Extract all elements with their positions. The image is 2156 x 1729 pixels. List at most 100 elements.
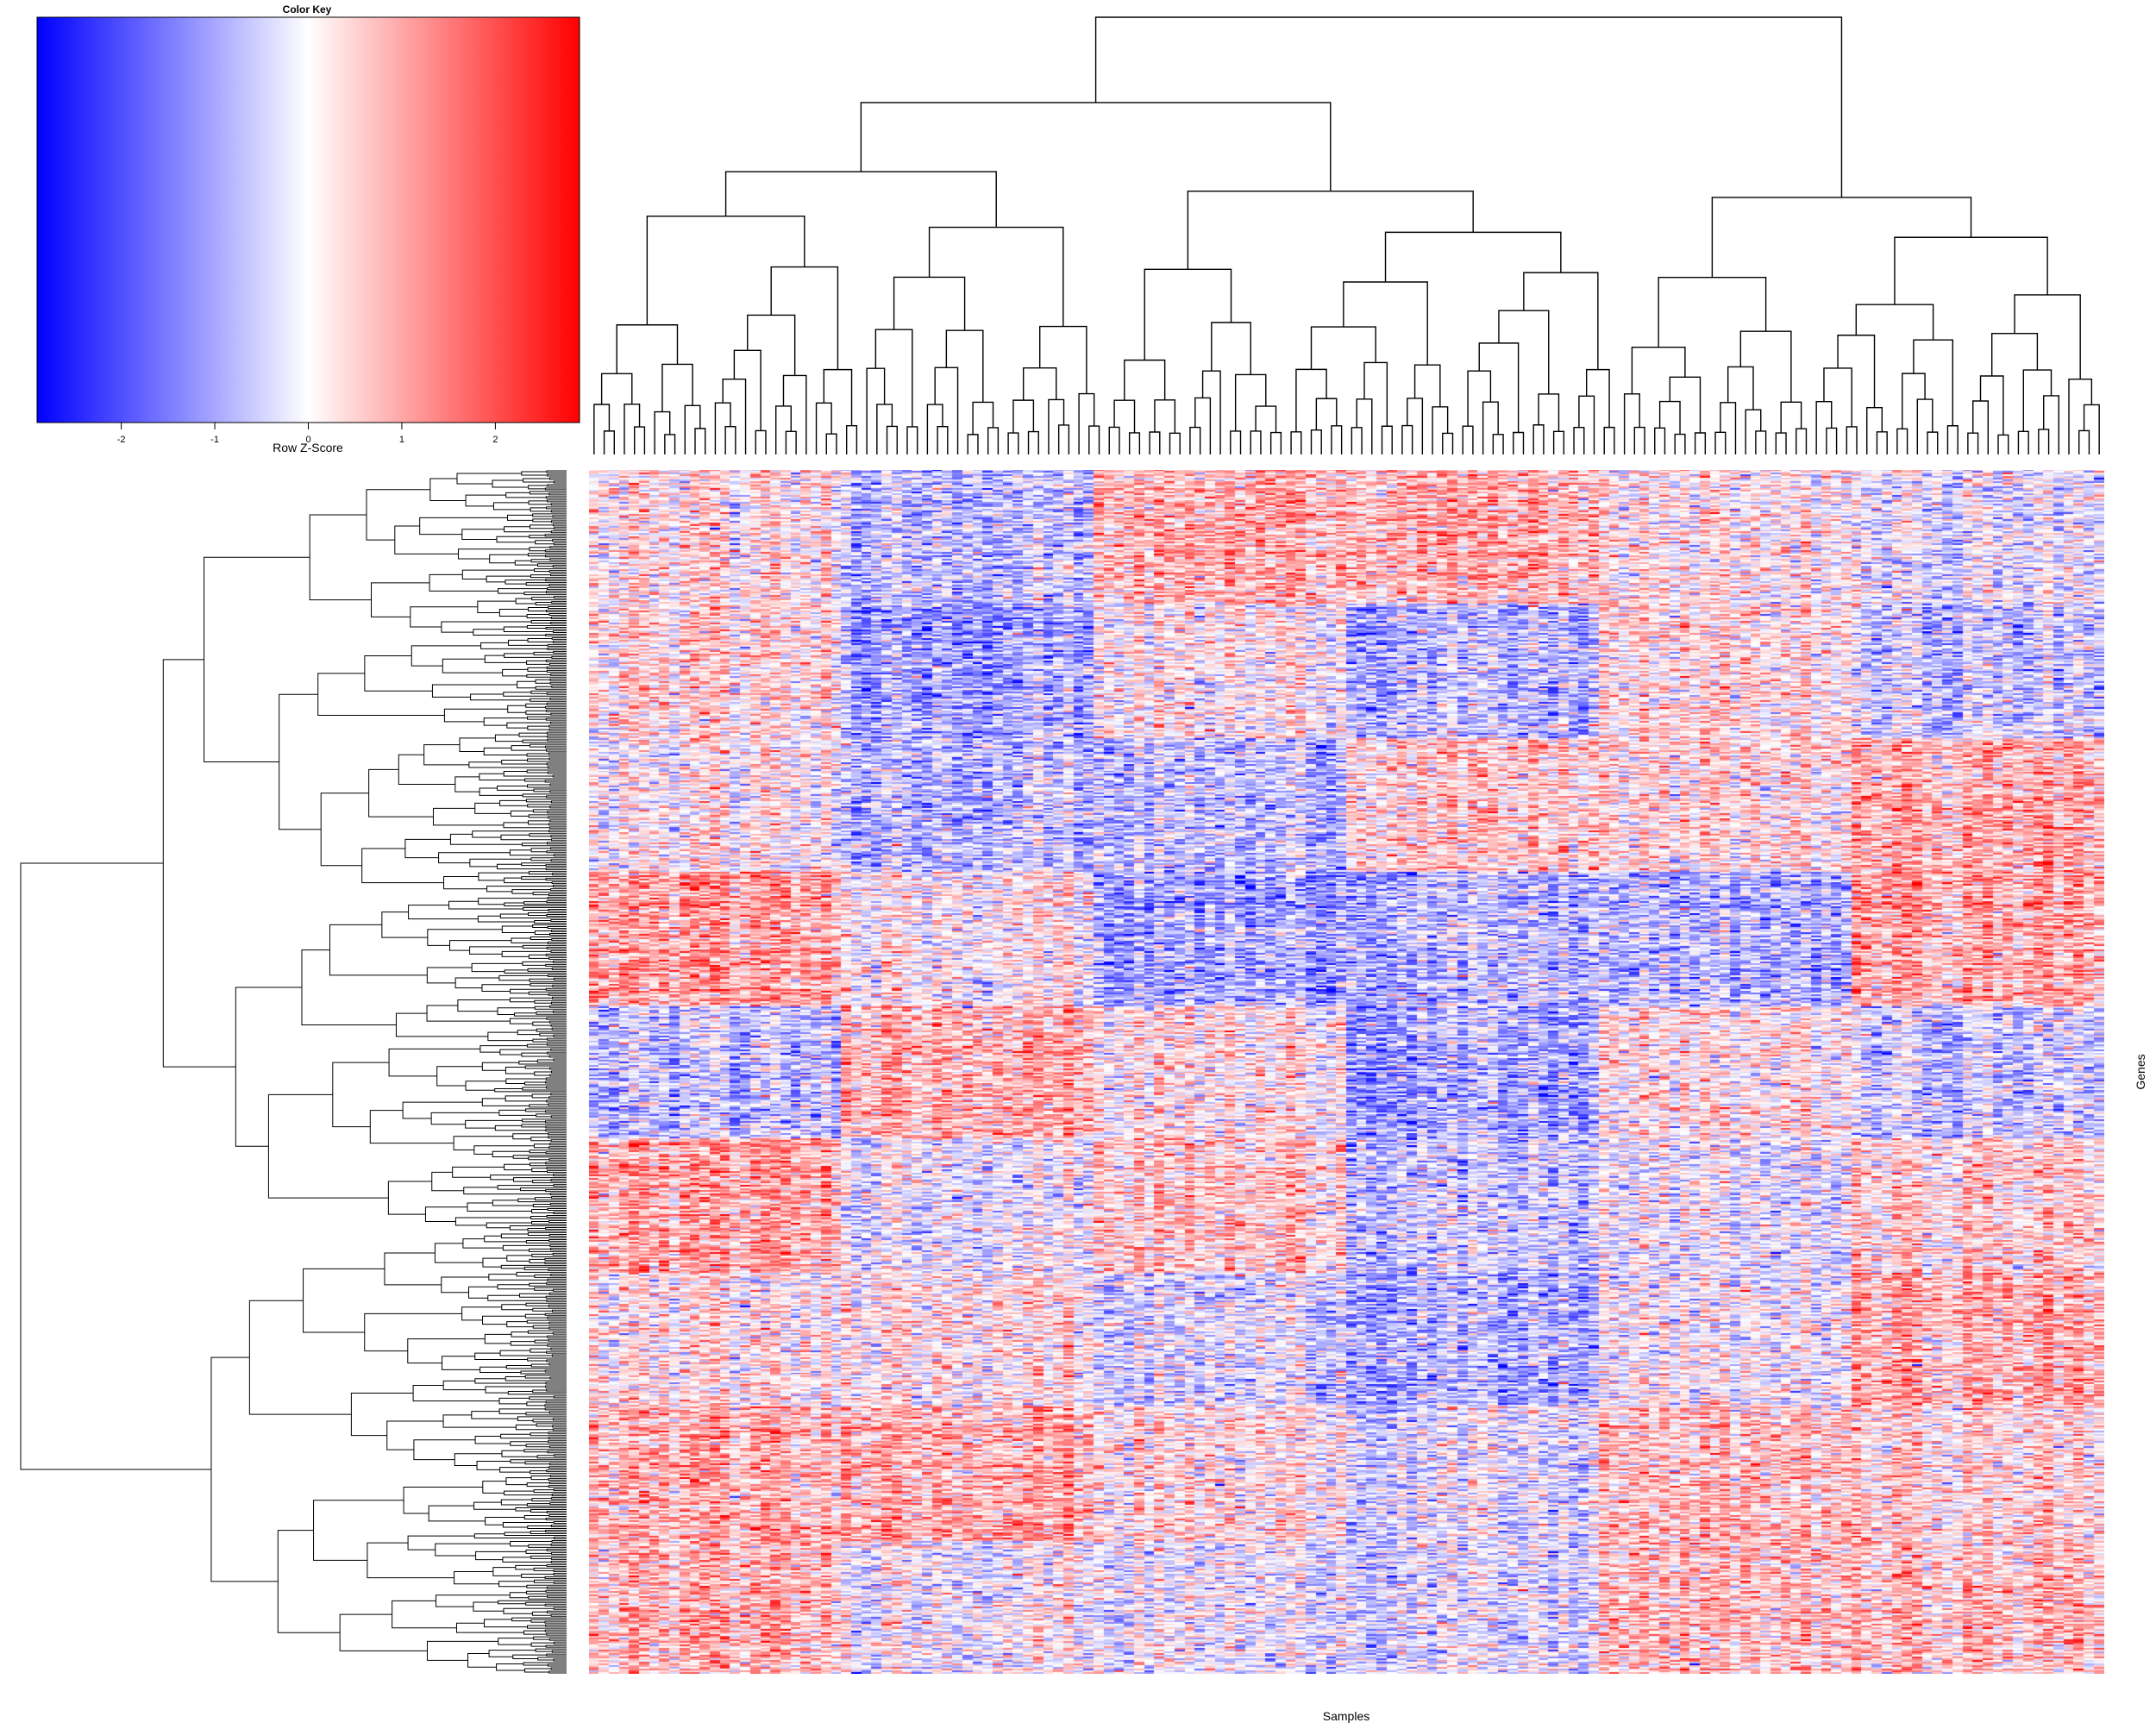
column-dendrogram-branch <box>1498 310 1550 394</box>
row-dendrogram-branch <box>426 1005 511 1022</box>
row-dendrogram-branch <box>548 1338 567 1342</box>
row-dendrogram-branch <box>548 1055 567 1058</box>
row-dendrogram-branch <box>549 546 567 549</box>
row-dendrogram-branch <box>525 1108 567 1112</box>
row-dendrogram-branch <box>411 645 481 667</box>
column-dendrogram-branch <box>1876 431 1888 454</box>
row-dendrogram-branch <box>503 626 554 632</box>
column-dendrogram-branch <box>1711 197 1972 278</box>
row-dendrogram-branch <box>530 982 567 987</box>
row-dendrogram-branch <box>523 1515 549 1520</box>
row-dendrogram-branch <box>461 569 535 580</box>
column-dendrogram-branch <box>1381 425 1393 454</box>
row-dendrogram-branch <box>526 1401 547 1406</box>
column-dendrogram-branch <box>1990 332 2039 376</box>
row-dendrogram-branch <box>501 760 548 765</box>
row-dendrogram-branch <box>392 1600 457 1629</box>
row-dendrogram-branch <box>497 863 547 870</box>
row-dendrogram-branch <box>544 1312 567 1316</box>
column-dendrogram-branch <box>603 430 615 454</box>
row-dendrogram-branch <box>544 1261 567 1264</box>
row-dendrogram-branch <box>479 1366 521 1373</box>
row-dendrogram-branch <box>512 1133 548 1140</box>
column-dendrogram-branch <box>694 428 706 454</box>
row-dendrogram-branch <box>511 889 551 894</box>
row-dendrogram-branch <box>498 609 529 617</box>
row-dendrogram-branch <box>536 563 567 567</box>
column-dendrogram-branch <box>1144 268 1232 360</box>
row-dendrogram-branch <box>478 898 548 905</box>
row-dendrogram-branch <box>550 949 567 953</box>
row-dendrogram-branch <box>515 1424 554 1431</box>
row-dendrogram-branch <box>320 792 369 867</box>
row-dendrogram-branch <box>453 1136 513 1151</box>
column-dendrogram-branch <box>1633 426 1645 454</box>
row-dendrogram-branch <box>534 920 567 924</box>
row-dendrogram-branch <box>441 621 532 633</box>
row-dendrogram-branch <box>548 956 567 960</box>
row-dendrogram-branch <box>547 1278 567 1281</box>
row-dendrogram-branch <box>550 1560 567 1563</box>
row-dendrogram-branch <box>431 1171 464 1192</box>
row-dendrogram-branch <box>546 731 567 735</box>
row-dendrogram-branch <box>474 1436 511 1444</box>
row-dendrogram-branch <box>501 1304 533 1311</box>
row-dendrogram-branch <box>530 524 555 529</box>
row-dendrogram-branch <box>523 1081 567 1086</box>
row-dendrogram-branch <box>550 1667 567 1670</box>
row-dendrogram-branch <box>441 1276 489 1294</box>
row-dendrogram-branch <box>532 924 567 928</box>
row-dendrogram-branch <box>548 1233 567 1237</box>
row-dendrogram-branch <box>526 753 567 757</box>
row-dendrogram-branch <box>506 514 533 521</box>
row-dendrogram-branch <box>527 804 567 808</box>
row-dendrogram-branch <box>549 1067 567 1070</box>
row-dendrogram-branch <box>523 592 567 596</box>
column-dendrogram-branch <box>1482 401 1499 454</box>
column-dendrogram-branch <box>1432 406 1449 454</box>
row-dendrogram-branch <box>482 1315 526 1325</box>
row-dendrogram-branch <box>547 811 567 814</box>
row-dendrogram-branch <box>523 901 567 905</box>
row-dendrogram-branch <box>546 1017 567 1020</box>
row-dendrogram-branch <box>550 530 567 534</box>
row-dendrogram-branch <box>428 1505 486 1522</box>
row-dendrogram-branch <box>20 862 211 1470</box>
row-dendrogram-branch <box>504 902 567 907</box>
row-dendrogram-branch <box>532 1307 567 1312</box>
column-dendrogram-branch <box>646 215 805 325</box>
row-dendrogram-branch <box>500 1233 567 1238</box>
row-dendrogram-branch <box>454 1217 531 1226</box>
row-dendrogram-branch <box>547 941 567 944</box>
row-dendrogram-branch <box>461 529 505 541</box>
row-dendrogram-branch <box>530 1530 567 1534</box>
row-dendrogram-branch <box>548 1103 567 1106</box>
row-dendrogram-branch <box>498 588 548 594</box>
column-dendrogram-branch <box>1532 424 1545 454</box>
row-dendrogram-branch <box>553 1521 567 1524</box>
row-dendrogram-branch <box>551 881 567 885</box>
row-dendrogram-branch <box>553 1607 567 1610</box>
column-dendrogram-branch <box>815 402 832 454</box>
row-dendrogram-branch <box>553 640 567 643</box>
row-dendrogram-branch <box>487 1031 533 1042</box>
row-dendrogram-branch <box>528 991 567 995</box>
row-dendrogram-branch <box>549 1005 567 1008</box>
row-dendrogram-branch <box>499 1467 549 1473</box>
row-dendrogram-branch <box>498 1600 567 1605</box>
row-dendrogram-branch <box>503 692 567 697</box>
row-dendrogram-branch <box>534 999 567 1004</box>
row-dendrogram-branch <box>404 838 451 859</box>
row-dendrogram-branch <box>529 491 567 495</box>
row-dendrogram-branch <box>534 1287 567 1291</box>
row-dendrogram-branch <box>550 1347 567 1350</box>
row-dendrogram-branch <box>550 1024 567 1027</box>
row-dendrogram-branch <box>544 1576 567 1579</box>
row-dendrogram-branch <box>530 1432 567 1437</box>
row-dendrogram-branch <box>548 1020 567 1024</box>
row-dendrogram-branch <box>474 1378 546 1384</box>
row-dendrogram-branch <box>448 900 523 910</box>
row-dendrogram-branch <box>550 617 567 620</box>
row-dendrogram-branch <box>473 1501 516 1510</box>
row-dendrogram-branch <box>547 1037 567 1041</box>
